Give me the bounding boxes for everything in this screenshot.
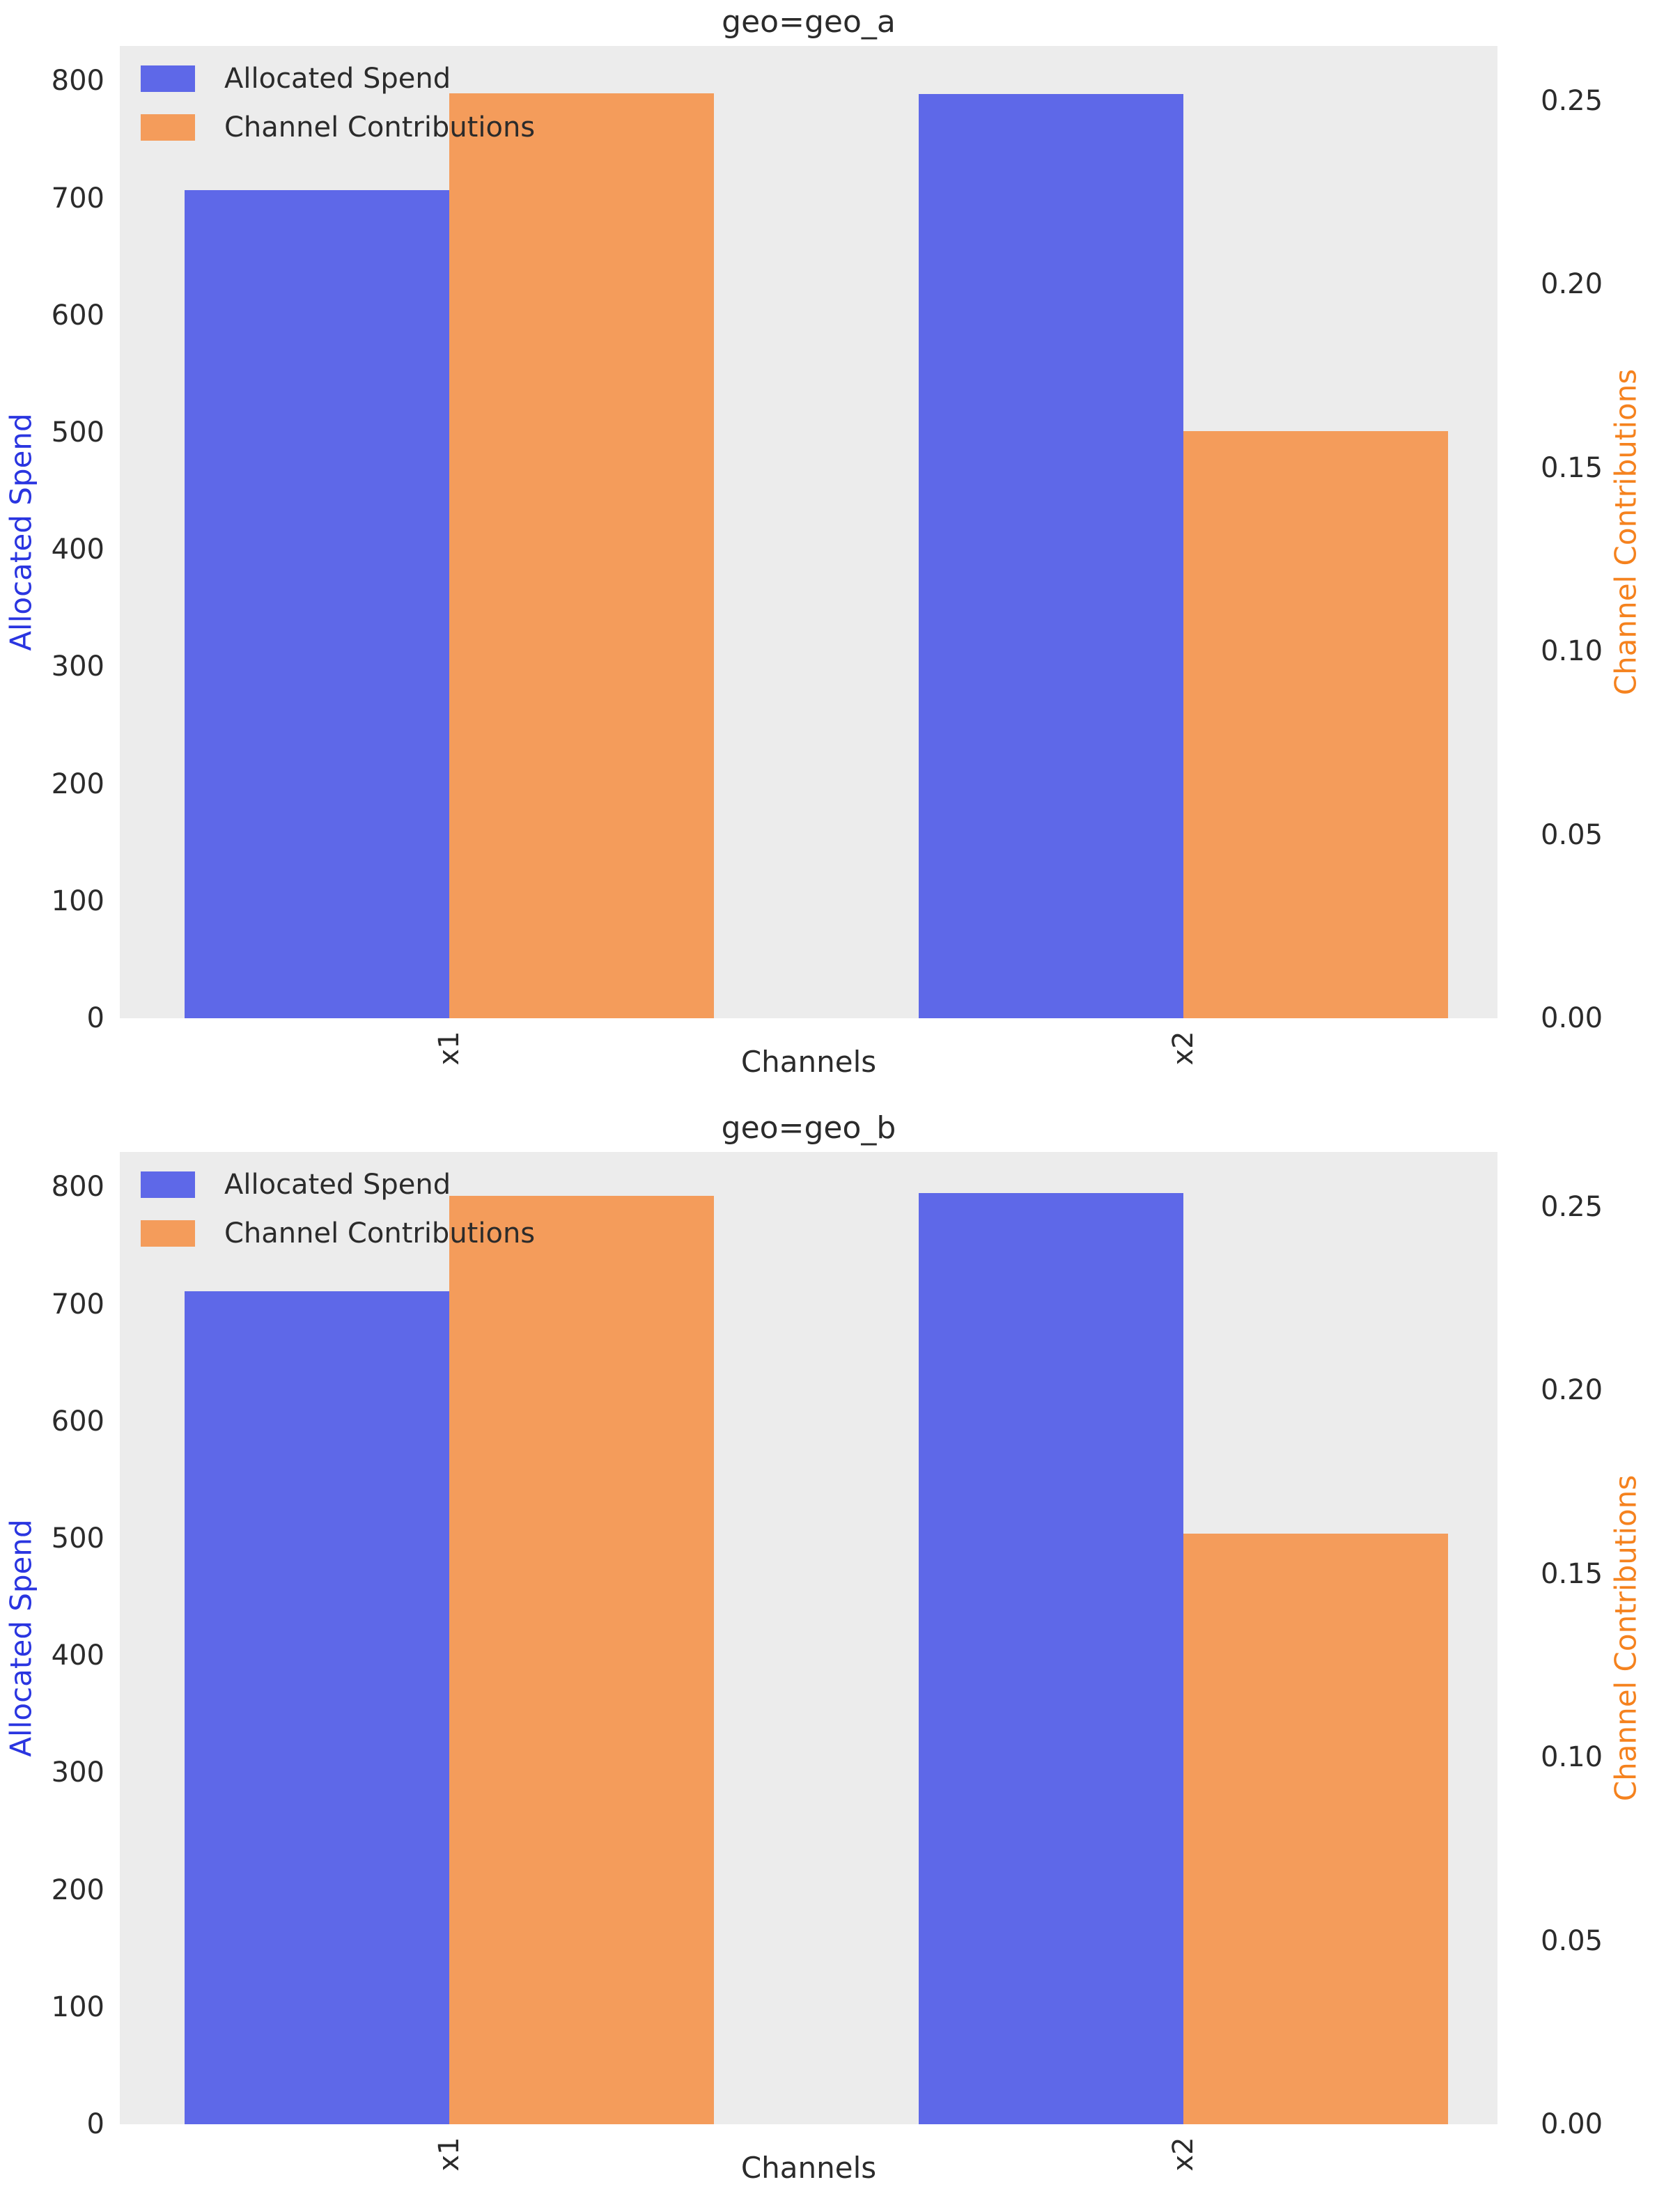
- right-axis-tick-label: 0.00: [1541, 1002, 1603, 1034]
- x-tick-label-x2: x2: [1167, 2137, 1199, 2172]
- legend-item: Allocated Spend: [141, 1169, 535, 1201]
- left-axis-tick-label: 800: [51, 1171, 104, 1204]
- x-tick-label-x2: x2: [1167, 1031, 1199, 1066]
- left-axis-tick-label: 400: [51, 533, 104, 566]
- right-axis-tick-label: 0.20: [1541, 268, 1603, 301]
- right-axis-label: Channel Contributions: [1608, 368, 1643, 696]
- left-axis-tick-label: 600: [51, 299, 104, 332]
- right-axis-tick-label: 0.00: [1541, 2108, 1603, 2140]
- left-axis-tick-label: 0: [86, 2108, 104, 2140]
- right-axis-label: Channel Contributions: [1608, 1474, 1643, 1802]
- right-axis-tick-label: 0.15: [1541, 451, 1603, 484]
- bar-x2-channel-contributions: [1183, 431, 1448, 1018]
- legend: Allocated Spend Channel Contributions: [141, 63, 535, 160]
- subplot-geo-a: geo=geo_a Allocated Spend Channel Contribu…: [3, 4, 1643, 1079]
- legend-label: Channel Contributions: [224, 111, 536, 143]
- bar-x1-allocated-spend: [185, 190, 449, 1018]
- right-axis-tick-label: 0.25: [1541, 1191, 1603, 1224]
- legend-item: Channel Contributions: [141, 1217, 535, 1249]
- left-axis-tick-label: 700: [51, 182, 104, 215]
- left-axis-tick-label: 400: [51, 1639, 104, 1672]
- right-axis-tick-label: 0.10: [1541, 635, 1603, 668]
- bar-x1-allocated-spend: [185, 1291, 449, 2124]
- left-axis-tick-label: 100: [51, 1991, 104, 2023]
- left-axis-tick-label: 0: [86, 1002, 104, 1034]
- x-axis-label: Channels: [740, 1045, 877, 1079]
- plot-area: Allocated Spend Channel Contributions: [120, 46, 1497, 1018]
- legend-label: Channel Contributions: [224, 1217, 536, 1249]
- right-axis-tick-label: 0.05: [1541, 1924, 1603, 1957]
- left-axis-tick-label: 700: [51, 1288, 104, 1321]
- legend: Allocated Spend Channel Contributions: [141, 1169, 535, 1266]
- right-axis-tick-label: 0.05: [1541, 818, 1603, 851]
- left-axis-tick-label: 600: [51, 1405, 104, 1438]
- legend-swatch-channel-contributions: [141, 1220, 195, 1247]
- bar-x2-channel-contributions: [1183, 1534, 1448, 2124]
- left-axis-tick-label: 200: [51, 768, 104, 800]
- left-axis-label: Allocated Spend: [3, 413, 38, 651]
- left-axis-tick-label: 500: [51, 1522, 104, 1555]
- right-axis-tick-label: 0.10: [1541, 1741, 1603, 1774]
- legend-swatch-allocated-spend: [141, 1171, 195, 1198]
- right-axis-tick-label: 0.15: [1541, 1557, 1603, 1590]
- subplot-geo-b: geo=geo_b Allocated Spend Channel Contribu…: [0, 1106, 1657, 2212]
- left-axis-tick-label: 500: [51, 416, 104, 449]
- legend-item: Channel Contributions: [141, 111, 535, 143]
- legend-swatch-allocated-spend: [141, 65, 195, 92]
- bar-x2-allocated-spend: [919, 94, 1183, 1018]
- chart-title: geo=geo_b: [721, 1110, 896, 1146]
- bar-x1-channel-contributions: [449, 93, 714, 1018]
- chart-title: geo=geo_a: [722, 4, 896, 40]
- x-axis-label: Channels: [740, 2151, 877, 2185]
- legend-swatch-channel-contributions: [141, 114, 195, 141]
- legend-label: Allocated Spend: [224, 63, 451, 95]
- right-axis-tick-label: 0.25: [1541, 85, 1603, 118]
- legend-item: Allocated Spend: [141, 63, 535, 95]
- x-tick-label-x1: x1: [433, 2137, 465, 2172]
- bar-x2-allocated-spend: [919, 1193, 1183, 2124]
- left-axis-tick-label: 300: [51, 651, 104, 683]
- bar-x1-channel-contributions: [449, 1196, 714, 2124]
- left-axis-tick-label: 200: [51, 1874, 104, 1906]
- legend-label: Allocated Spend: [224, 1169, 451, 1201]
- left-axis-tick-label: 100: [51, 885, 104, 917]
- left-axis-label: Allocated Spend: [3, 1519, 38, 1757]
- x-tick-label-x1: x1: [433, 1031, 465, 1066]
- plot-area: Allocated Spend Channel Contributions: [120, 1152, 1497, 2124]
- left-axis-tick-label: 300: [51, 1757, 104, 1789]
- left-axis-tick-label: 800: [51, 65, 104, 98]
- right-axis-tick-label: 0.20: [1541, 1374, 1603, 1407]
